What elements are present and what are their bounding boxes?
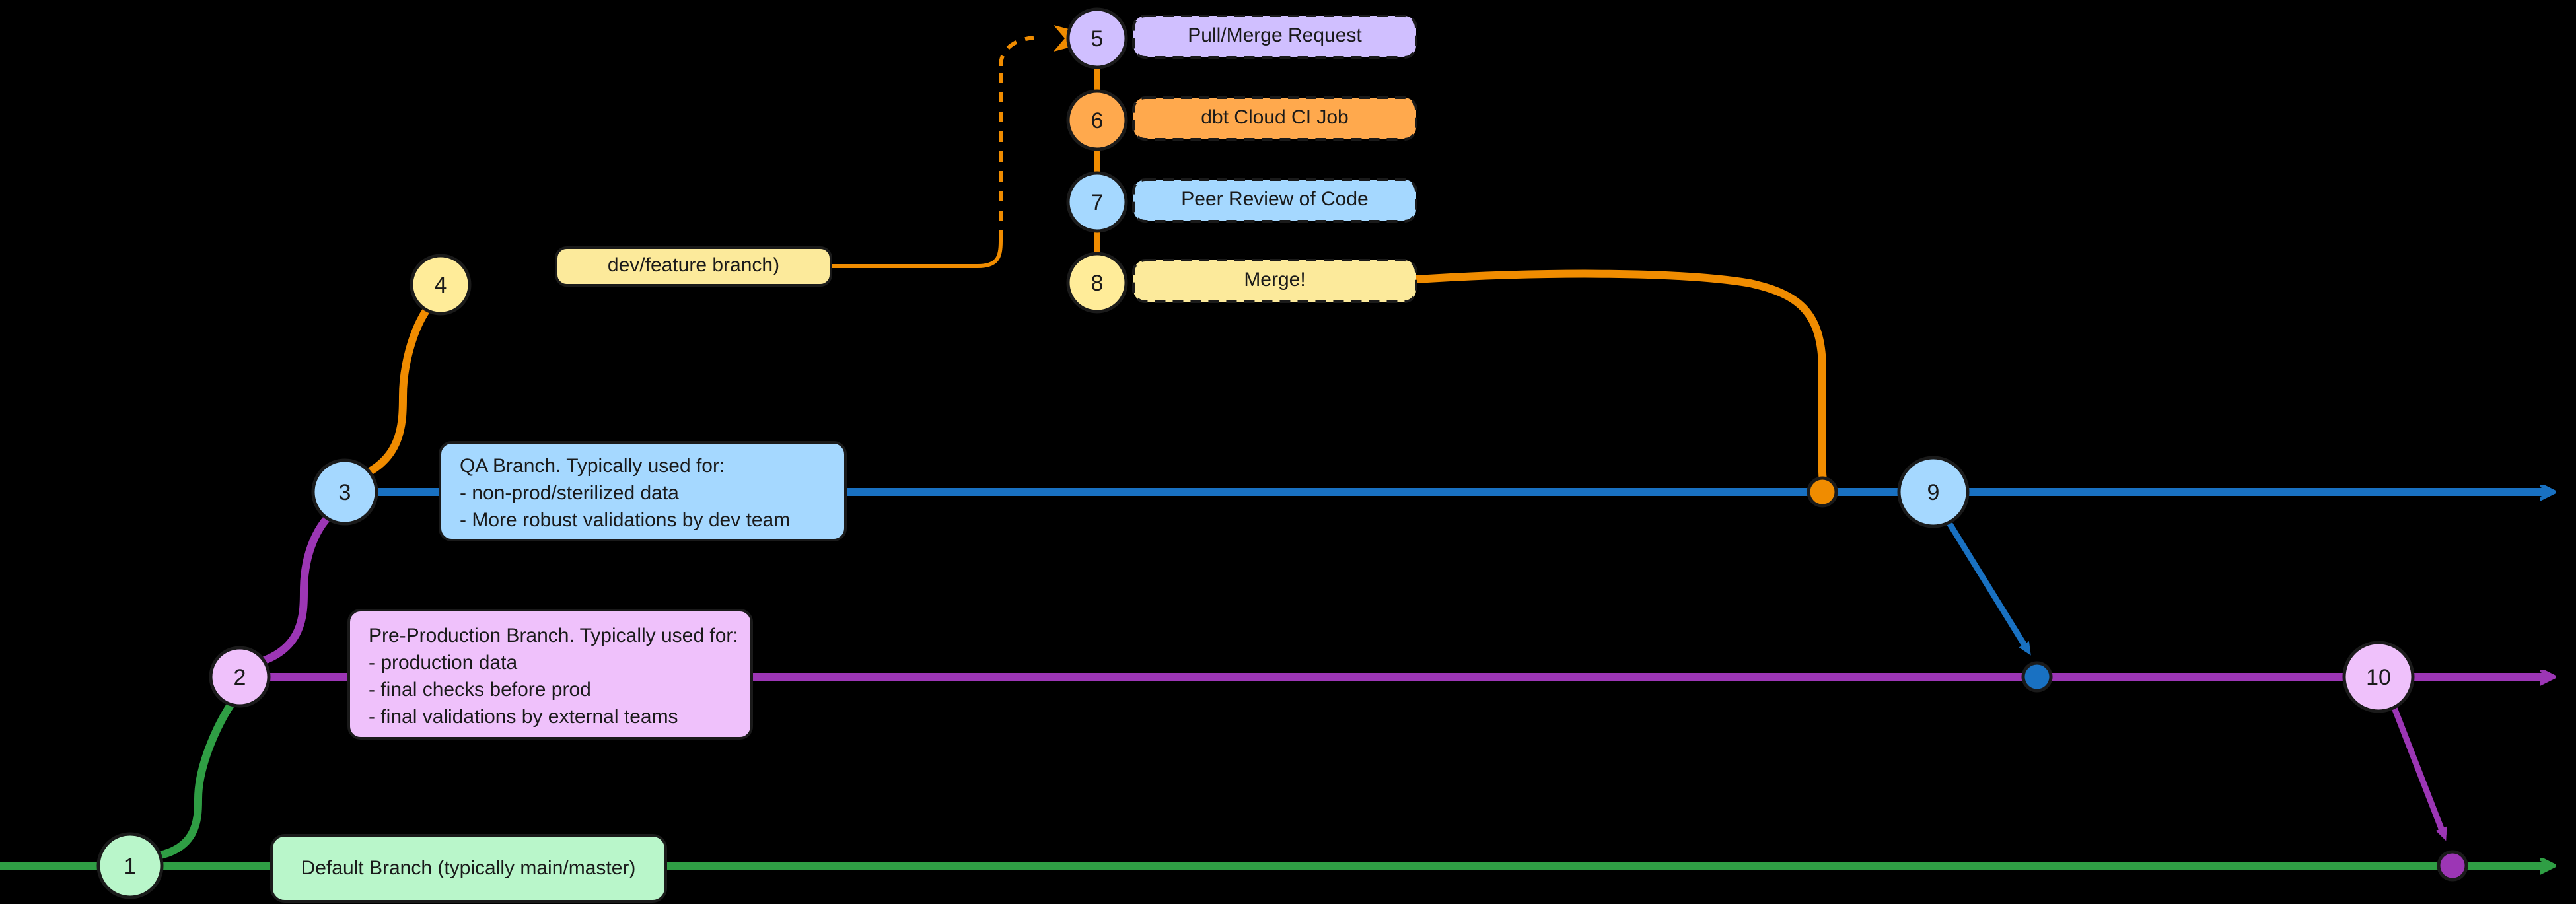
svg-text:Default Branch (typically main: Default Branch (typically main/master) bbox=[301, 857, 636, 879]
svg-text:Pre-Production Branch. Typical: Pre-Production Branch. Typically used fo… bbox=[369, 625, 738, 646]
svg-text:3: 3 bbox=[339, 480, 351, 505]
svg-text:7: 7 bbox=[1091, 190, 1104, 215]
svg-text:5: 5 bbox=[1091, 26, 1104, 52]
svg-text:- production data: - production data bbox=[369, 652, 517, 674]
svg-text:2: 2 bbox=[234, 665, 246, 690]
svg-text:9: 9 bbox=[1927, 480, 1940, 505]
svg-text:1: 1 bbox=[124, 854, 137, 879]
svg-text:dev/feature branch): dev/feature branch) bbox=[608, 254, 779, 276]
svg-text:Pull/Merge Request: Pull/Merge Request bbox=[1188, 24, 1362, 46]
svg-text:- final validations by externa: - final validations by external teams bbox=[369, 706, 678, 728]
svg-text:Merge!: Merge! bbox=[1244, 269, 1305, 291]
svg-text:QA Branch. Typically used for:: QA Branch. Typically used for: bbox=[460, 455, 725, 477]
svg-text:8: 8 bbox=[1091, 271, 1104, 296]
svg-text:6: 6 bbox=[1091, 108, 1104, 133]
svg-text:Peer Review of Code: Peer Review of Code bbox=[1181, 188, 1368, 210]
svg-text:- More robust validations by d: - More robust validations by dev team bbox=[460, 509, 790, 531]
svg-text:4: 4 bbox=[435, 273, 447, 298]
svg-text:- final checks before prod: - final checks before prod bbox=[369, 679, 591, 701]
svg-text:- non-prod/sterilized data: - non-prod/sterilized data bbox=[460, 482, 679, 504]
svg-text:dbt Cloud CI Job: dbt Cloud CI Job bbox=[1201, 106, 1348, 128]
svg-text:10: 10 bbox=[2366, 665, 2391, 690]
